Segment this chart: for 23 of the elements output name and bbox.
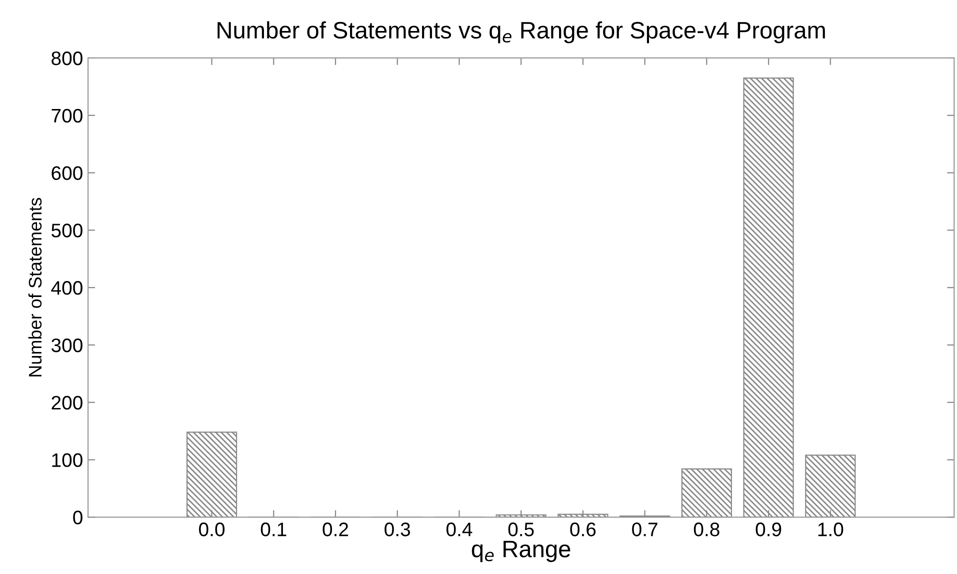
y-tick-label: 500 bbox=[52, 224, 82, 238]
y-tick-label: 300 bbox=[51, 338, 82, 352]
x-tick-label: 0.4 bbox=[446, 522, 472, 536]
x-tick-label: 0.3 bbox=[384, 522, 410, 536]
x-tick-label: 0.1 bbox=[260, 522, 286, 536]
y-tick-label: 600 bbox=[52, 166, 82, 180]
y-tick-label: 200 bbox=[52, 396, 82, 410]
x-tick-label: 0.0 bbox=[199, 522, 225, 536]
x-tick-label: 0.6 bbox=[570, 522, 596, 536]
chart-title: Number of Statements vs q$_{e}$ Range for Space-v4 Program bbox=[218, 21, 825, 44]
x-tick-label: 1.0 bbox=[818, 522, 844, 536]
x-tick-label: 0.2 bbox=[322, 522, 348, 536]
y-tick-label: 0 bbox=[73, 510, 82, 524]
x-tick-label: 0.9 bbox=[756, 522, 782, 536]
y-tick-label: 100 bbox=[52, 453, 82, 468]
x-tick-label: 0.7 bbox=[632, 522, 658, 536]
x-tick-label: 0.5 bbox=[508, 522, 534, 536]
y-axis-title: Number of Statements bbox=[28, 198, 42, 376]
y-tick-label: 400 bbox=[51, 281, 82, 295]
y-tick-label: 800 bbox=[52, 51, 82, 66]
y-tick-label: 700 bbox=[52, 108, 82, 123]
x-axis-title: q$_{e}$ Range bbox=[472, 540, 570, 562]
x-tick-label: 0.8 bbox=[694, 522, 720, 536]
